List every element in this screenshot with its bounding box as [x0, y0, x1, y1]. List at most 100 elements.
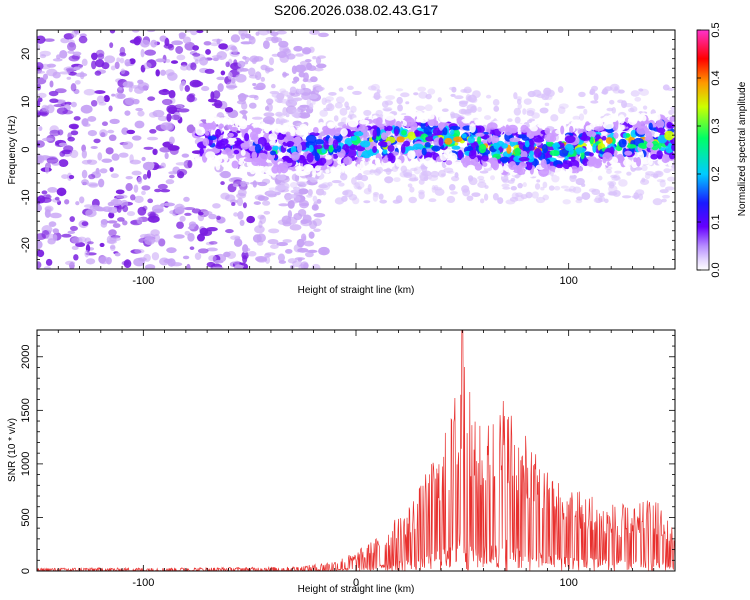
spectrogram-cell — [293, 45, 303, 52]
spectrogram-cell — [362, 170, 372, 175]
spectrogram-cell — [175, 46, 184, 54]
spectrogram-cell — [259, 215, 267, 224]
spectrogram-cell — [141, 185, 151, 191]
spectrogram-cell — [285, 248, 293, 254]
spectrogram-cell — [438, 122, 444, 131]
spectrogram-cell — [171, 40, 184, 46]
spectrogram-cell — [95, 167, 100, 175]
spectrogram-cell — [581, 192, 591, 200]
spectrogram-cell — [625, 133, 631, 138]
spectrogram-cell — [376, 127, 381, 137]
spectrogram-cell — [185, 30, 192, 33]
spectrogram-cell — [462, 88, 472, 94]
spectrogram-cell — [453, 136, 463, 143]
spectrogram-cell — [324, 155, 332, 160]
spectrogram-cell — [578, 113, 585, 121]
spectrogram-cell — [234, 236, 241, 240]
spectrogram-cell — [46, 63, 57, 68]
spectrogram-cell — [81, 221, 89, 227]
spectrogram-cell — [128, 58, 136, 65]
spectrogram-cell — [325, 96, 334, 102]
spectrogram-cell — [539, 107, 549, 114]
spectrogram-cell — [105, 147, 114, 155]
colorbar-tick-label: 0.4 — [710, 70, 722, 85]
spectrogram-cell — [315, 57, 322, 65]
spectrogram-cell — [276, 113, 285, 118]
spectrogram-cell — [137, 110, 145, 117]
spectrogram-cell — [520, 124, 529, 133]
spectrogram-cell — [449, 125, 461, 131]
spectrogram-cell — [650, 173, 659, 178]
spectrogram-cell — [251, 151, 258, 160]
spectrogram-cell — [190, 30, 198, 36]
spectrogram-cell — [189, 246, 195, 251]
spectrogram-cell — [373, 92, 381, 101]
spectrogram-cell — [276, 51, 287, 58]
spectrogram-cell — [292, 186, 301, 191]
spectrogram-cell — [160, 122, 173, 131]
spectrogram-cell — [37, 261, 42, 269]
spectrogram-cell — [328, 91, 337, 96]
spectrogram-cell — [278, 203, 289, 207]
spectrogram-cell — [140, 48, 145, 58]
spectrogram-cell — [114, 61, 120, 70]
spectrogram-cell — [669, 115, 675, 122]
spectrogram-cell — [59, 150, 66, 157]
x-tick-label: 100 — [559, 275, 577, 287]
spectrogram-cell — [274, 187, 282, 196]
spectrogram-cell — [572, 115, 581, 121]
spectrogram-cell — [316, 55, 326, 59]
spectrogram-cell — [458, 121, 464, 127]
spectrogram-cell — [101, 121, 108, 127]
spectrogram-cell — [359, 119, 370, 125]
spectrogram-cell — [260, 64, 268, 71]
spectrogram-cell — [248, 35, 255, 41]
spectrogram-cell — [191, 80, 204, 87]
spectrogram-cell — [606, 168, 612, 174]
spectrogram-cell — [208, 255, 217, 262]
spectrogram-cell — [269, 150, 277, 156]
spectrogram-cell — [207, 98, 218, 103]
spectrogram-cell — [81, 179, 89, 185]
y-tick-label: 2000 — [20, 345, 32, 369]
spectrogram-cell — [293, 212, 303, 221]
spectrogram-cell — [407, 150, 415, 160]
colorbar-title: Normalized spectral amplitude — [737, 81, 748, 216]
spectrogram-cell — [617, 155, 625, 162]
spectrogram-cell — [384, 113, 396, 121]
spectrogram-cell — [511, 192, 519, 200]
spectrogram-cell — [183, 196, 190, 202]
spectrogram-cell — [330, 166, 337, 175]
spectrogram-cell — [147, 211, 157, 218]
spectrogram-cell — [631, 195, 641, 199]
spectrogram-cell — [324, 99, 332, 103]
spectrogram-cell — [468, 177, 478, 186]
spectrogram-cell — [313, 67, 324, 72]
spectrogram-cell — [146, 30, 156, 33]
spectrogram-cell — [267, 239, 279, 245]
spectrogram-cell — [289, 86, 297, 94]
spectrogram-cell — [298, 71, 306, 78]
spectrogram-cell — [277, 93, 286, 97]
spectrogram-cell — [588, 152, 594, 157]
spectrogram-cell — [170, 60, 179, 64]
spectrogram-cell — [578, 91, 586, 98]
spectrogram-cell — [205, 151, 216, 159]
spectrogram-cell — [400, 165, 408, 173]
spectrogram-cell — [253, 201, 261, 205]
spectrogram-cell — [248, 94, 259, 99]
spectrogram-cell — [184, 230, 191, 236]
spectrogram-cell — [211, 55, 223, 59]
spectrogram-cell — [308, 94, 319, 100]
spectrogram-cell — [120, 199, 129, 208]
spectrogram-cell — [271, 165, 279, 174]
spectrogram-cell — [203, 41, 212, 46]
spectrogram-cell — [477, 181, 487, 188]
spectrogram-cell — [299, 64, 311, 71]
spectrogram-cell — [318, 32, 329, 38]
spectrogram-cell — [385, 95, 396, 100]
spectrogram-cell — [490, 175, 495, 181]
spectrogram-cell — [289, 125, 295, 135]
spectrogram-cell — [517, 182, 523, 189]
spectrogram-cell — [165, 179, 175, 185]
